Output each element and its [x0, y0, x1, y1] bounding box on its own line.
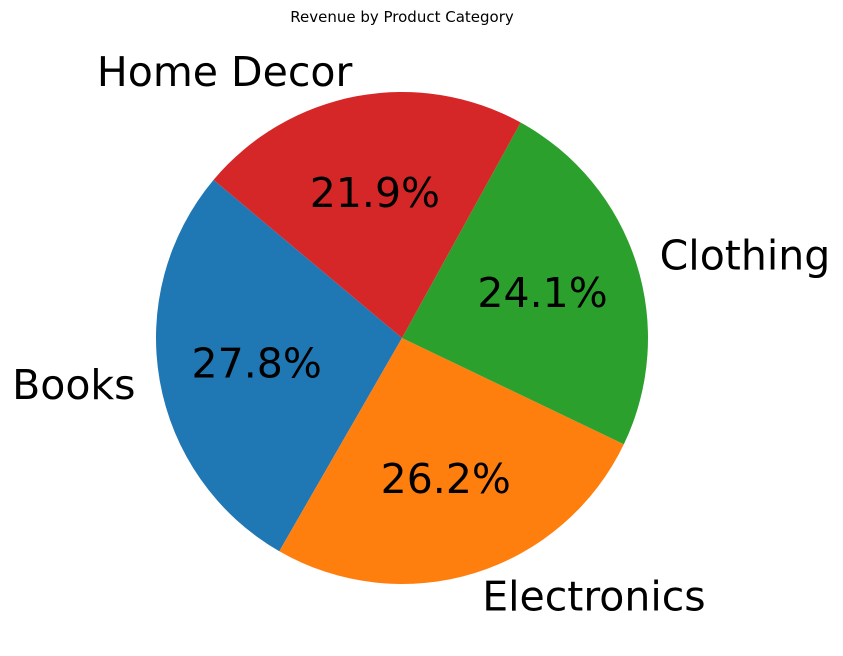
chart-title: Revenue by Product Category: [290, 8, 514, 26]
percent-label-books: 27.8%: [192, 340, 322, 388]
pie-labels: Books 27.8% Electronics 26.2% Clothing 24.1% H…: [12, 48, 830, 620]
percent-label-home-decor: 21.9%: [310, 169, 440, 217]
category-label-home-decor: Home Decor: [97, 48, 353, 96]
category-label-electronics: Electronics: [482, 572, 705, 620]
pie-slice-books: [155, 179, 402, 552]
category-label-books: Books: [12, 361, 135, 409]
percent-label-clothing: 24.1%: [477, 269, 607, 317]
percent-label-electronics: 26.2%: [381, 455, 511, 503]
pie-slice-clothing: [402, 122, 649, 445]
category-label-clothing: Clothing: [660, 231, 831, 279]
pie-slice-home-decor: [213, 92, 521, 338]
pie-slice-electronics: [279, 338, 624, 584]
pie-slices: [155, 92, 649, 584]
